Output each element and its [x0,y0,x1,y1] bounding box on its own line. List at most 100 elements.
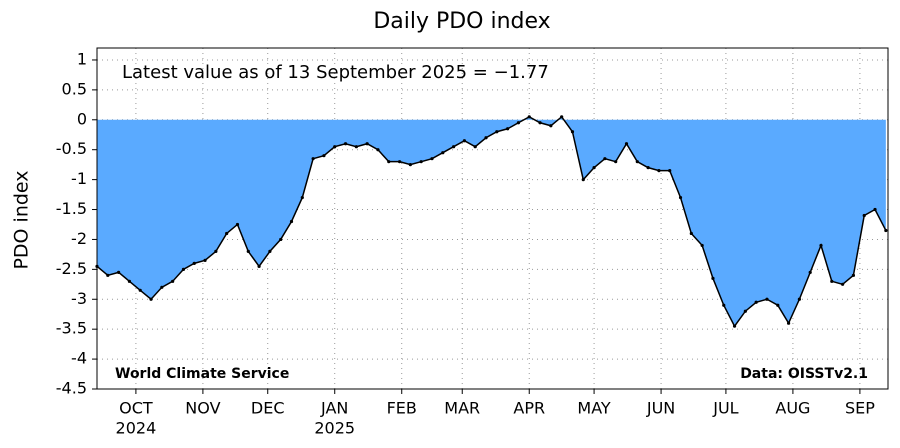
point [365,142,369,146]
x-tick-label: OCT [119,399,153,418]
line [96,115,887,328]
point [430,157,434,161]
point [581,178,585,182]
point [506,127,510,131]
point [419,160,423,164]
point [862,213,866,218]
point [678,195,683,200]
point [127,279,132,283]
point [819,243,823,248]
point [462,139,467,143]
point [549,124,553,128]
point [235,222,240,227]
x-tick-label: JUL [712,399,738,418]
point [657,169,661,173]
x-tick-label: JUN [646,399,675,418]
point [171,279,175,283]
point [668,169,672,173]
point [343,142,348,146]
point [268,249,272,254]
point [830,279,834,283]
source-left: World Climate Service [115,366,289,382]
point [333,145,337,149]
point [354,145,358,149]
point [473,145,477,149]
point [851,273,856,277]
x-tick-label: FEB [387,399,417,418]
point [138,288,142,292]
x-tick-label: SEP [845,399,875,418]
y-tick-label: -2 [71,229,87,248]
point [203,258,207,262]
point [289,219,294,224]
annotation: Latest value as of 13 September 2025 = −… [122,62,549,83]
point [387,160,391,164]
point [732,324,737,328]
y-axis-label: PDO index [11,170,33,269]
y-tick-label: -1.5 [56,199,87,218]
x-tick-label: MAR [444,399,480,418]
y-tick-label: -0.5 [56,139,87,158]
point [592,166,596,170]
area [97,116,886,327]
point [300,195,304,200]
point [397,160,402,164]
point [754,300,758,304]
point [884,228,888,233]
y-tick-label: -4 [71,349,87,368]
y-tick-label: 0 [77,109,87,128]
point [841,282,845,286]
point [451,145,456,149]
year-label: 2025 [314,419,355,438]
point [279,237,283,242]
y-tick-label: -3.5 [56,319,87,338]
point [873,207,877,212]
point [225,231,229,236]
source-right: Data: OISSTv2.1 [740,366,868,382]
y-tick-label: -4.5 [56,379,87,398]
y-tick-label: 0.5 [62,79,87,98]
y-tick-label: 1 [77,49,87,68]
point [441,151,445,155]
y-tick-label: -1 [71,169,87,188]
point [560,115,564,119]
x-tick-label: DEC [251,399,285,418]
point [257,264,261,268]
point [376,148,380,152]
year-label: 2024 [116,419,157,438]
point [484,136,488,140]
plot-frame [96,47,889,390]
point [689,231,693,236]
y-tick-label: -2.5 [56,259,87,278]
point [646,166,650,170]
point [408,163,412,167]
point [516,121,521,125]
y-tick-label: -3 [71,289,87,308]
point [722,303,726,307]
point [624,142,629,146]
point [743,309,747,313]
point [776,303,780,307]
point [700,243,704,248]
point [495,130,499,134]
point [527,115,531,119]
point [808,270,812,274]
x-tick-label: APR [513,399,545,418]
point [570,130,575,134]
point [160,285,164,289]
chart-title: Daily PDO index [373,9,550,34]
point [322,154,326,158]
x-tick-label: AUG [775,399,810,418]
point [711,276,715,280]
point [603,157,607,161]
x-tick-label: NOV [185,399,220,418]
point [635,160,639,164]
point [149,297,153,301]
point [192,261,196,265]
point [214,249,218,254]
point [614,160,618,164]
point [765,297,769,301]
point [181,267,186,271]
point [106,273,110,277]
